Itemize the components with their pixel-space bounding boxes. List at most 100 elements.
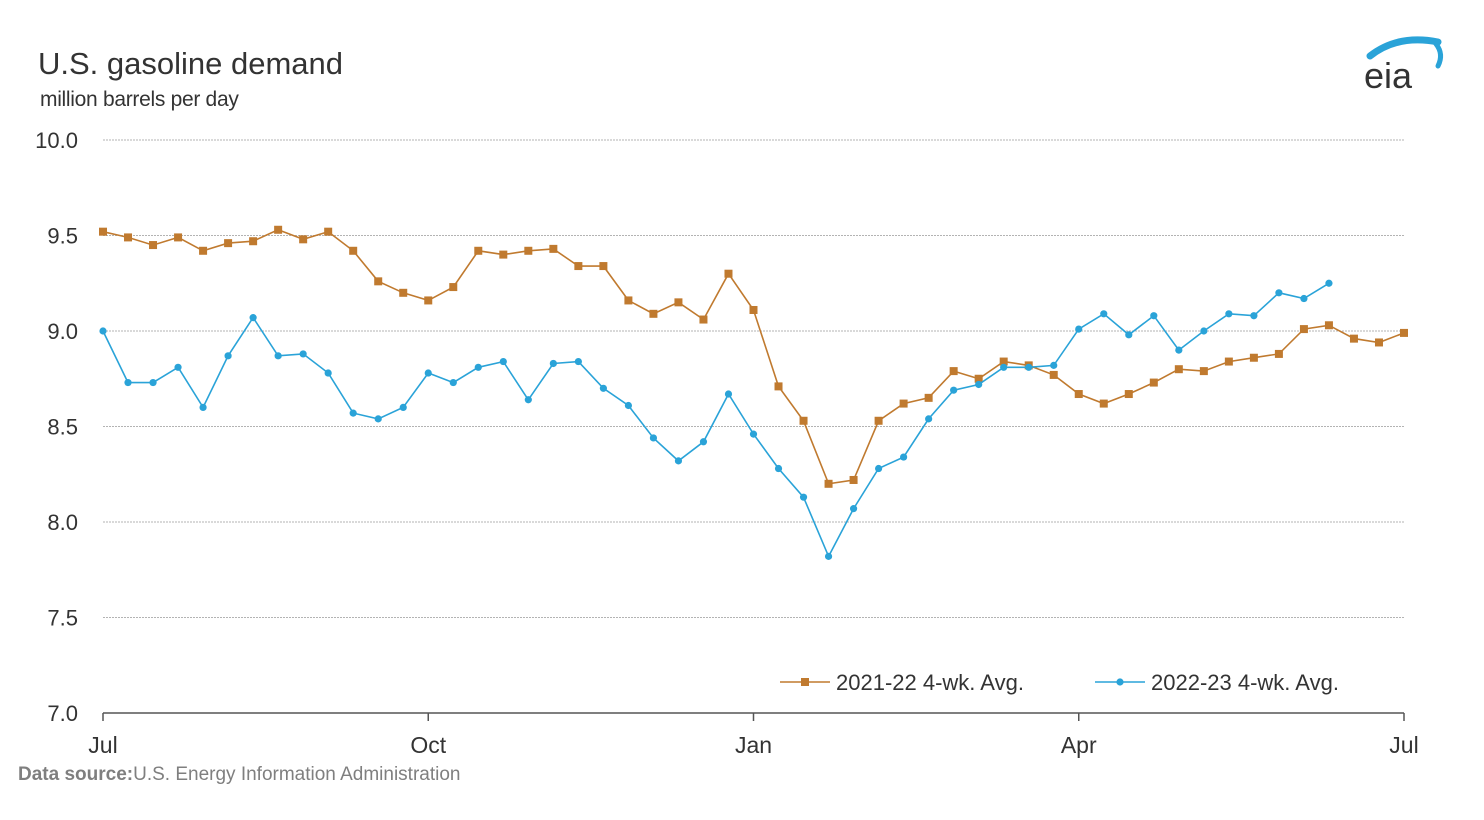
- y-tick-label: 8.0: [47, 510, 78, 535]
- legend-2021-22-label: 2021-22 4-wk. Avg.: [836, 670, 1024, 695]
- series-2022-23-point: [649, 434, 658, 442]
- axis-layer: 7.0 7.5 8.0 8.5 9.0 9.5 10.0 Jul Oct Jan Apr Jul: [35, 128, 1419, 758]
- series-2021-22-point: [424, 296, 433, 305]
- series-2021-22-point: [1224, 357, 1233, 366]
- series-2021-22-point: [1049, 370, 1058, 379]
- series-2021-22-point: [949, 367, 958, 376]
- series-2022-23-point: [1300, 294, 1308, 303]
- series-2021-22-point: [1124, 390, 1133, 399]
- series-2022-23-point: [1225, 310, 1233, 318]
- series-2021-22-point: [149, 241, 158, 250]
- series-2022-23-point: [449, 378, 457, 387]
- series-2021-22-point: [1074, 390, 1083, 399]
- series-2021-22-point: [549, 244, 558, 253]
- series-2021-22-point: [1149, 378, 1158, 387]
- logo-tail: [1433, 41, 1444, 69]
- series-2021-22-line: [102, 228, 1405, 485]
- series-2022-23-point: [524, 396, 532, 404]
- series-2022-23-point: [474, 363, 482, 371]
- series-2022-23-point: [424, 369, 432, 377]
- series-2022-23-point: [224, 352, 232, 360]
- x-tick-label: Jul: [1389, 732, 1418, 758]
- series-2022-23-point: [1200, 327, 1208, 335]
- chart-title: U.S. gasoline demand: [38, 46, 344, 81]
- series-2022-23-point: [874, 464, 883, 473]
- series-2021-22-point: [699, 315, 708, 324]
- series-2022-23-point: [599, 384, 607, 392]
- series-2022-23-point: [1325, 279, 1333, 287]
- series-2022-23-point: [249, 314, 257, 322]
- series-2022-23-point: [1100, 310, 1108, 318]
- series-layer: [99, 225, 1408, 560]
- series-2021-22-point: [674, 298, 683, 307]
- series-2022-23-point: [1050, 361, 1058, 369]
- series-2021-22-point: [249, 237, 258, 246]
- series-2022-23-point: [1025, 363, 1033, 371]
- series-2022-23-point: [574, 357, 582, 366]
- series-2022-23-point: [799, 493, 808, 501]
- x-tick-label: Jan: [735, 732, 772, 758]
- y-tick-label: 10.0: [35, 128, 78, 153]
- series-2021-22-point: [824, 479, 833, 488]
- series-2021-22-point: [499, 250, 508, 259]
- series-2021-22-point: [749, 305, 758, 314]
- series-2022-23-line: [102, 282, 1330, 559]
- series-2021-22-point: [1349, 334, 1358, 343]
- series-2022-23-point: [299, 350, 307, 358]
- series-2021-22-point: [349, 246, 358, 255]
- y-tick-label: 9.5: [47, 224, 78, 249]
- series-2021-22-point: [1249, 353, 1258, 362]
- series-2022-23-point: [925, 415, 933, 423]
- series-2022-23-point: [849, 505, 858, 513]
- series-2021-22-point: [774, 382, 783, 391]
- series-2021-22-point: [1174, 365, 1183, 374]
- series-2021-22-point: [649, 309, 658, 318]
- series-2022-23-point: [699, 438, 708, 446]
- series-2022-23-point: [99, 327, 107, 335]
- series-2022-23-point: [774, 464, 783, 473]
- series-2021-22-point: [1400, 328, 1408, 337]
- eia-logo: eia: [1364, 36, 1444, 94]
- series-2022-23-point: [149, 378, 157, 387]
- logo-text: eia: [1364, 55, 1413, 94]
- series-2021-22-point: [874, 416, 883, 425]
- series-2021-22-point: [799, 416, 808, 425]
- series-2021-22-point: [99, 227, 107, 236]
- series-2021-22-point: [1374, 338, 1383, 347]
- data-source-label: Data source:: [18, 764, 134, 785]
- data-source-text: U.S. Energy Information Administration: [133, 764, 461, 785]
- series-2022-23-point: [374, 415, 382, 423]
- legend-2022-23-swatch-marker: [1116, 678, 1124, 686]
- legend-2021-22-swatch-marker: [801, 678, 809, 686]
- chart-plot: 7.0 7.5 8.0 8.5 9.0 9.5 10.0 Jul Oct Jan Apr Jul 20…: [35, 128, 1419, 758]
- series-2021-22-point: [1299, 325, 1308, 334]
- series-2022-23-point: [349, 409, 357, 417]
- series-2021-22-point: [574, 262, 583, 271]
- logo-arc: [1366, 36, 1442, 60]
- series-2022-23-point: [1275, 289, 1283, 297]
- series-2021-22-point: [999, 357, 1008, 366]
- series-2021-22-point: [174, 233, 183, 242]
- x-tick-label: Jul: [88, 732, 117, 758]
- series-2021-22-point: [374, 277, 383, 286]
- series-2021-22-point: [899, 399, 908, 408]
- series-2022-23-point: [674, 457, 683, 465]
- series-2021-22-point: [1324, 321, 1333, 330]
- chart-subtitle: million barrels per day: [40, 88, 239, 111]
- series-2022-23-point: [199, 403, 207, 411]
- series-2021-22-point: [849, 475, 858, 484]
- series-2022-23-point: [1250, 312, 1258, 320]
- series-2021-22-point: [974, 374, 983, 383]
- series-2021-22-point: [324, 227, 333, 236]
- series-2022-23-point: [624, 401, 633, 410]
- x-tick-label: Oct: [410, 732, 446, 758]
- series-2021-22-point: [1099, 399, 1108, 408]
- series-2021-22-point: [199, 246, 208, 255]
- series-2022-23-point: [824, 552, 833, 560]
- y-tick-label: 7.5: [47, 606, 78, 631]
- series-2022-23-point: [1075, 325, 1083, 333]
- series-2021-22-point: [599, 262, 608, 271]
- data-source-note: Data source:U.S. Energy Information Admi…: [18, 764, 460, 786]
- series-2021-22-point: [1274, 349, 1283, 358]
- series-2022-23-point: [1125, 331, 1133, 339]
